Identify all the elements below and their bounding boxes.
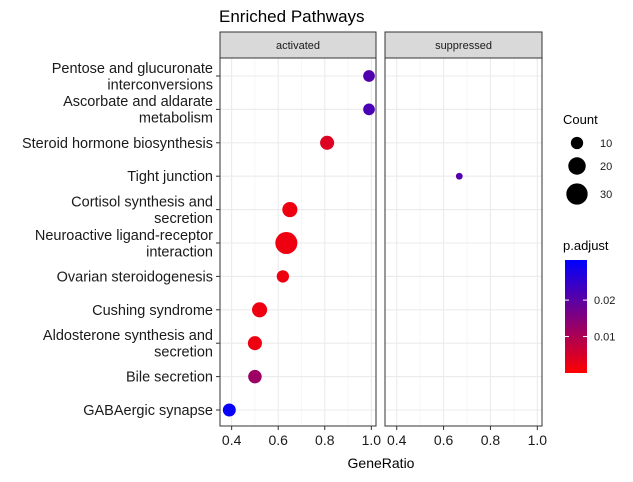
- y-tick-label: Neuroactive ligand-receptor: [35, 228, 213, 244]
- data-point: [320, 135, 335, 150]
- y-tick-label: interconversions: [107, 77, 213, 93]
- data-point: [248, 369, 262, 384]
- count-legend-key: [566, 183, 588, 205]
- y-tick-label: Steroid hormone biosynthesis: [22, 136, 213, 152]
- data-point: [276, 270, 290, 283]
- y-tick-label: Aldosterone synthesis and: [43, 328, 213, 344]
- p-adjust-legend-title: p.adjust: [563, 238, 609, 253]
- data-point: [252, 302, 268, 318]
- facet-strip-label: suppressed: [435, 40, 492, 52]
- p-adjust-colorbar: [565, 260, 587, 373]
- x-tick-label: 0.6: [268, 432, 288, 448]
- y-axis-labels: Pentose and glucuronateinterconversionsA…: [22, 61, 220, 419]
- facet-panel-suppressed: suppressed 0.4 0.6 0.8 1.0: [384, 31, 548, 448]
- data-point: [247, 336, 262, 351]
- facet-strip-label: activated: [276, 40, 320, 52]
- x-tick-label: 0.6: [434, 432, 454, 448]
- x-tick-label: 1.0: [528, 432, 548, 448]
- count-legend-label: 10: [600, 138, 612, 150]
- x-tick-label: 0.8: [315, 432, 335, 448]
- x-tick-label: 0.4: [222, 432, 242, 448]
- count-legend-key: [570, 136, 584, 150]
- y-tick-label: GABAergic synapse: [83, 403, 213, 419]
- data-point: [282, 202, 298, 218]
- count-legend: Count 10 20 30: [563, 112, 612, 205]
- y-tick-label: Cushing syndrome: [92, 303, 213, 319]
- facet-panels: activated 0.4 0.6 0.8 1.0 suppressed 0.4 0.6 0.8…: [219, 31, 548, 448]
- x-tick-label: 0.4: [387, 432, 407, 448]
- count-legend-title: Count: [563, 112, 598, 127]
- data-point: [363, 103, 375, 116]
- count-legend-label: 30: [600, 189, 612, 201]
- facet-strip-suppressed: [384, 31, 543, 59]
- y-tick-label: Ascorbate and aldarate: [63, 94, 213, 110]
- data-point: [363, 70, 375, 82]
- y-tick-label: interaction: [146, 244, 213, 260]
- data-point: [222, 403, 236, 417]
- count-legend-label: 20: [600, 161, 612, 173]
- y-tick-label: secretion: [154, 211, 213, 227]
- p-adjust-legend: p.adjust 0.01 0.02: [563, 238, 615, 373]
- facet-strip-activated: [219, 31, 377, 59]
- y-tick-label: Bile secretion: [126, 370, 213, 386]
- y-tick-label: Cortisol synthesis and: [71, 194, 213, 210]
- count-legend-key: [568, 157, 586, 175]
- data-point: [455, 172, 463, 180]
- p-adjust-legend-label: 0.01: [594, 332, 615, 344]
- chart-title: Enriched Pathways: [219, 7, 365, 26]
- y-tick-label: metabolism: [139, 111, 213, 127]
- x-axis-title: GeneRatio: [348, 455, 415, 471]
- facet-panel-activated: activated 0.4 0.6 0.8 1.0: [219, 31, 382, 448]
- y-tick-label: Tight junction: [127, 169, 213, 185]
- x-tick-label: 1.0: [362, 432, 382, 448]
- panel-border: [219, 57, 377, 427]
- panel-background: [385, 58, 542, 426]
- panel-border: [384, 57, 543, 427]
- data-point: [275, 231, 298, 255]
- p-adjust-legend-label: 0.02: [594, 295, 615, 307]
- y-tick-label: secretion: [154, 344, 213, 360]
- y-tick-label: Ovarian steroidogenesis: [57, 269, 213, 285]
- y-tick-label: Pentose and glucuronate: [52, 61, 213, 77]
- panel-background: [220, 58, 376, 426]
- x-tick-label: 0.8: [481, 432, 501, 448]
